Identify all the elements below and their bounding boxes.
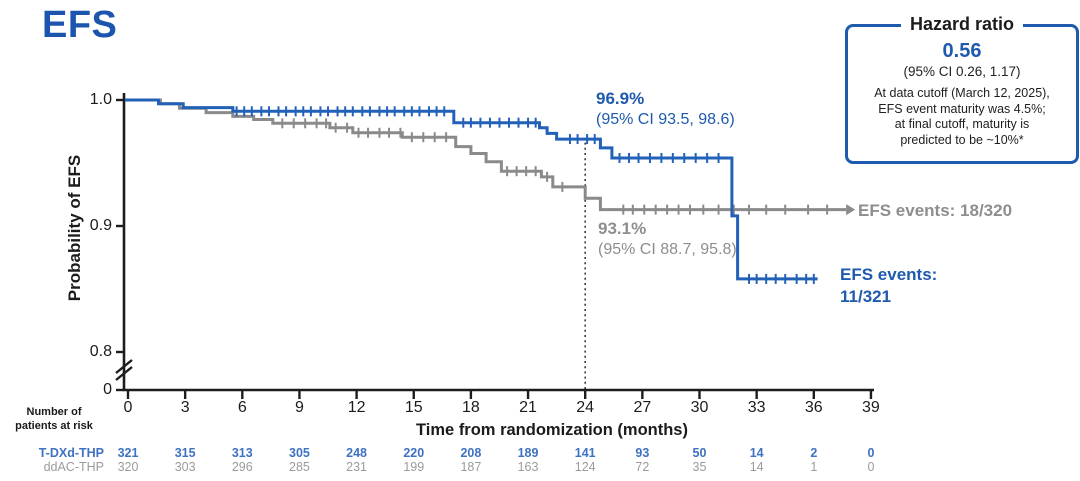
- x-tick-label: 15: [404, 399, 423, 416]
- y-tick-label: 1.0: [89, 91, 112, 108]
- km-curve-ddac-thp: [125, 98, 847, 212]
- risk-value-ddac: 1: [810, 460, 818, 474]
- axis-break-slash: [115, 366, 133, 381]
- events-label-tdxd-line2: 11/321: [840, 287, 892, 306]
- risk-value-ddac: 163: [517, 460, 539, 474]
- hazard-ratio-title: Hazard ratio: [900, 14, 1024, 35]
- hazard-ratio-note: At data cutoff (March 12, 2025), EFS eve…: [848, 86, 1076, 148]
- note-line-1: At data cutoff (March 12, 2025),: [874, 86, 1050, 100]
- landmark-ci-ddac: (95% CI 88.7, 95.8): [598, 241, 737, 258]
- x-tick-label: 0: [123, 399, 133, 416]
- risk-value-ddac: 187: [460, 460, 482, 474]
- risk-value-ddac: 231: [346, 460, 368, 474]
- risk-value-tdxd: 313: [231, 446, 253, 460]
- risk-row-label-tdxd: T-DXd-THP: [38, 446, 104, 460]
- x-tick-label: 36: [804, 399, 823, 416]
- arrowhead-ddac-thp: [846, 204, 856, 216]
- x-axis-label: Time from randomization (months): [416, 421, 688, 439]
- note-line-3: at final cutoff, maturity is: [894, 117, 1030, 131]
- x-tick-label: 3: [180, 399, 190, 416]
- x-tick-label: 18: [461, 399, 480, 416]
- hazard-ratio-value: 0.56: [942, 40, 982, 62]
- risk-value-tdxd: 2: [810, 446, 818, 460]
- risk-value-tdxd: 141: [574, 446, 596, 460]
- events-label-tdxd: EFS events: 11/321: [840, 264, 937, 308]
- risk-value-ddac: 303: [174, 460, 196, 474]
- risk-value-ddac: 35: [692, 460, 707, 474]
- risk-value-ddac: 72: [635, 460, 650, 474]
- risk-value-ddac: 320: [117, 460, 139, 474]
- x-tick-label: 6: [237, 399, 247, 416]
- page-title: EFS: [42, 4, 118, 46]
- x-tick-label: 24: [576, 399, 595, 416]
- risk-value-tdxd: 0: [867, 446, 875, 460]
- y-origin-label: 0: [103, 381, 112, 398]
- note-line-2: EFS event maturity was 4.5%;: [878, 101, 1046, 116]
- landmark-value-ddac: 93.1%: [598, 219, 647, 238]
- y-tick-label: 0.8: [89, 343, 112, 360]
- events-label-ddac: EFS events: 18/320: [858, 201, 1013, 220]
- km-curve-tdxd-thp: [125, 98, 818, 281]
- y-tick-label: 0.9: [89, 217, 112, 234]
- risk-value-ddac: 0: [867, 460, 875, 474]
- risk-value-tdxd: 189: [517, 446, 539, 460]
- x-tick-label: 9: [294, 399, 304, 416]
- x-tick-label: 27: [633, 399, 652, 416]
- landmark-ci-tdxd: (95% CI 93.5, 98.6): [596, 111, 735, 128]
- risk-table-header: Number of patients at risk: [2, 406, 106, 433]
- landmark-annotation-ddac: 93.1% (95% CI 88.7, 95.8): [598, 218, 737, 260]
- risk-header-line1: Number of: [26, 406, 82, 418]
- risk-value-tdxd: 321: [117, 446, 139, 460]
- note-line-4: predicted to be ~10%*: [900, 132, 1024, 147]
- risk-value-tdxd: 248: [346, 446, 368, 460]
- landmark-annotation-tdxd: 96.9% (95% CI 93.5, 98.6): [596, 88, 735, 130]
- risk-value-tdxd: 305: [289, 446, 310, 460]
- x-tick-label: 30: [690, 399, 709, 416]
- risk-value-tdxd: 50: [692, 446, 707, 460]
- risk-value-ddac: 296: [231, 460, 253, 474]
- risk-value-tdxd: 93: [635, 446, 650, 460]
- events-label-tdxd-line1: EFS events:: [840, 265, 938, 284]
- risk-value-ddac: 285: [289, 460, 310, 474]
- axis-break-slash: [115, 359, 133, 374]
- risk-value-ddac: 199: [403, 460, 425, 474]
- risk-value-ddac: 14: [749, 460, 764, 474]
- risk-value-tdxd: 220: [403, 446, 425, 460]
- risk-value-tdxd: 315: [174, 446, 196, 460]
- risk-value-tdxd: 14: [749, 446, 764, 460]
- risk-value-tdxd: 208: [460, 446, 482, 460]
- x-tick-label: 39: [862, 399, 880, 416]
- x-tick-label: 21: [519, 399, 537, 416]
- hazard-ratio-box: Hazard ratio 0.56 (95% CI 0.26, 1.17) At…: [845, 14, 1079, 164]
- x-tick-label: 33: [747, 399, 766, 416]
- landmark-value-tdxd: 96.9%: [596, 89, 645, 108]
- hazard-ratio-ci: (95% CI 0.26, 1.17): [903, 64, 1021, 79]
- risk-value-ddac: 124: [574, 460, 596, 474]
- risk-row-label-ddac: ddAC-THP: [43, 460, 104, 474]
- risk-header-line2: patients at risk: [15, 419, 93, 432]
- x-tick-label: 12: [347, 399, 366, 416]
